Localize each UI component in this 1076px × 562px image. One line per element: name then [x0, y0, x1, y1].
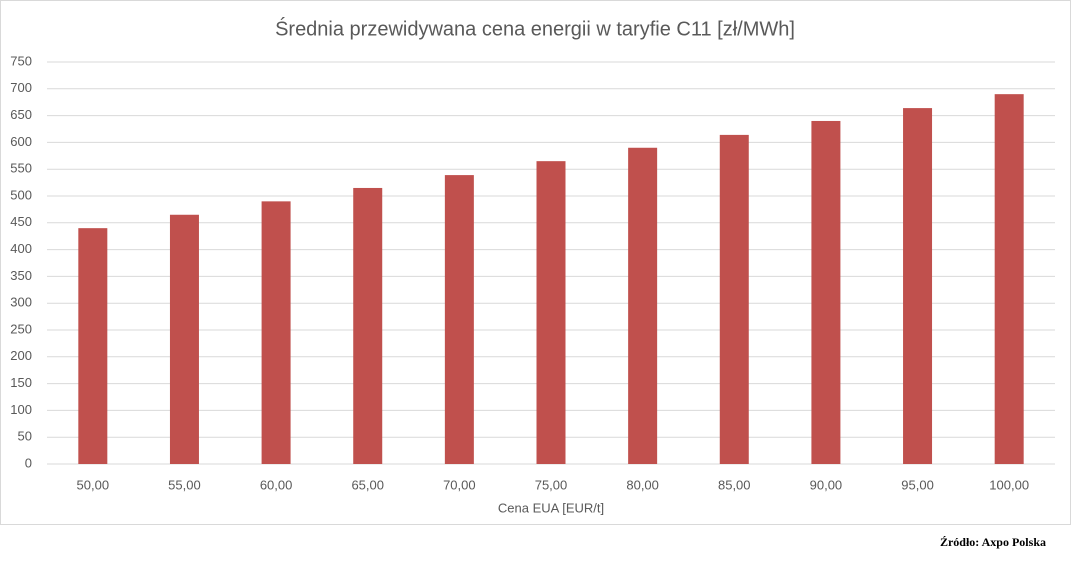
- y-tick-label: 700: [10, 80, 32, 95]
- y-tick-label: 600: [10, 134, 32, 149]
- x-tick-label: 95,00: [901, 477, 934, 492]
- bar: [719, 134, 749, 464]
- y-tick-label: 400: [10, 241, 32, 256]
- y-tick-label: 300: [10, 295, 32, 310]
- bar: [811, 120, 841, 465]
- x-tick-label: 55,00: [168, 477, 201, 492]
- bar: [353, 187, 383, 464]
- x-tick-label: 50,00: [77, 477, 110, 492]
- chart-border: [0, 0, 1071, 525]
- bar: [78, 228, 108, 464]
- y-tick-label: 350: [10, 268, 32, 283]
- y-tick-label: 150: [10, 375, 32, 390]
- x-tick-label: 85,00: [718, 477, 751, 492]
- bar: [903, 108, 933, 464]
- bar: [169, 214, 199, 464]
- y-tick-label: 0: [25, 455, 32, 470]
- x-tick-label: 90,00: [810, 477, 843, 492]
- y-tick-label: 550: [10, 161, 32, 176]
- x-tick-label: 75,00: [535, 477, 568, 492]
- bar: [444, 175, 474, 464]
- chart-title: Średnia przewidywana cena energii w tary…: [275, 16, 795, 40]
- y-tick-label: 50: [18, 429, 32, 444]
- x-tick-label: 70,00: [443, 477, 476, 492]
- x-tick-label: 100,00: [989, 477, 1029, 492]
- y-tick-label: 250: [10, 321, 32, 336]
- y-tick-label: 450: [10, 214, 32, 229]
- x-axis-label: Cena EUA [EUR/t]: [498, 500, 604, 515]
- x-tick-label: 60,00: [260, 477, 293, 492]
- y-tick-label: 750: [10, 53, 32, 68]
- y-tick-label: 650: [10, 107, 32, 122]
- y-tick-label: 100: [10, 402, 32, 417]
- x-tick-label: 65,00: [351, 477, 384, 492]
- y-tick-label: 500: [10, 187, 32, 202]
- x-tick-label: 80,00: [626, 477, 659, 492]
- bar: [994, 94, 1024, 464]
- bar: [628, 147, 658, 464]
- bar: [536, 161, 566, 464]
- bar: [261, 201, 291, 465]
- y-tick-label: 200: [10, 348, 32, 363]
- source-note: Źródło: Axpo Polska: [940, 535, 1046, 549]
